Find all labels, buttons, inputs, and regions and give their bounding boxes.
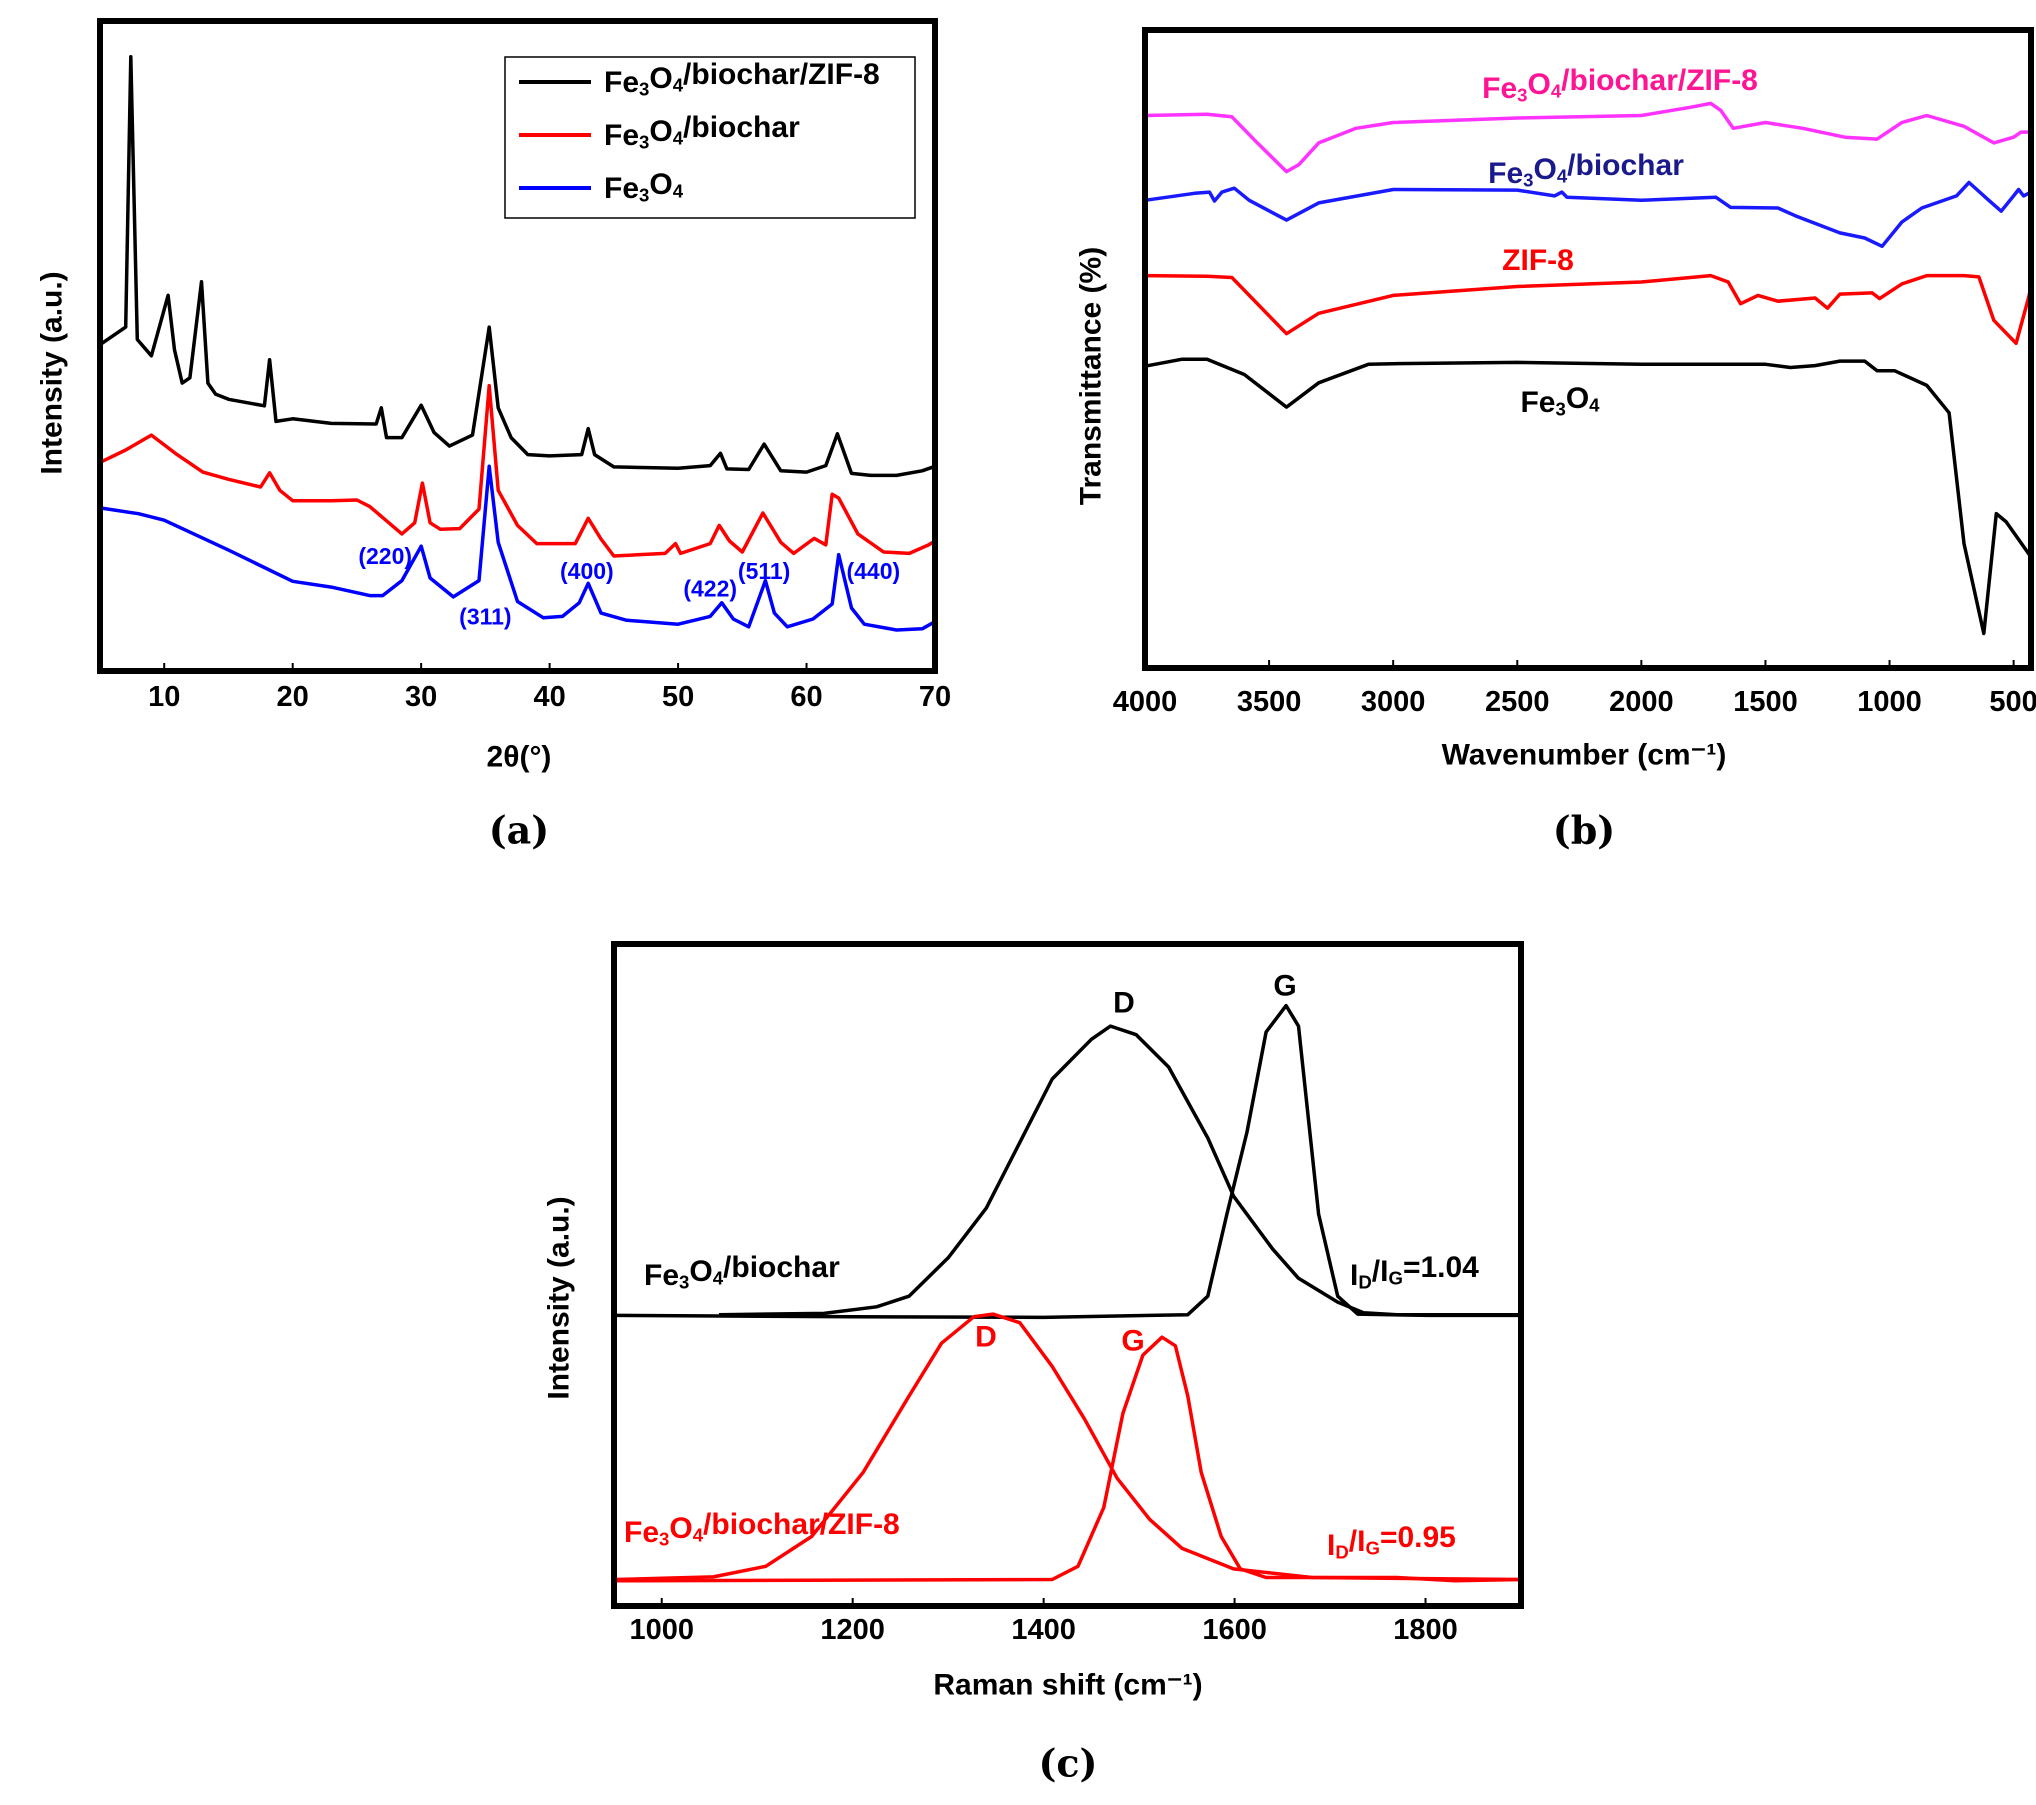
series-line-fe3o4-biochar-d — [718, 1024, 1520, 1317]
raman-black-d-band-label: D — [1113, 987, 1135, 1020]
raman-x-tick-labels: 1000 1200 1400 1600 1800 — [629, 1598, 1458, 1646]
x-tick-label: 30 — [405, 681, 437, 713]
ftir-series-group — [1144, 101, 2033, 636]
ftir-label-fe3o4: Fe3O4 — [1520, 382, 1600, 420]
xrd-plot-frame — [97, 18, 938, 674]
xrd-peak-annotations: (220) (311) (400) (422)(511) (440) — [358, 543, 900, 629]
series-line-zif-8 — [1144, 273, 2033, 346]
panel-c-raman-chart: 1000 1200 1400 1600 1800 D G Fe3O4/biochar I… — [543, 941, 1524, 1786]
peak-annotation: (400) — [560, 558, 614, 584]
series-line-fe3o4 — [99, 464, 936, 632]
x-tick-label: 10 — [148, 681, 180, 713]
xrd-y-axis-title: Intensity (a.u.) — [36, 271, 69, 474]
x-tick-label: 50 — [662, 681, 694, 713]
xrd-legend: Fe3O4/biochar/ZIF-8 Fe3O4/biochar Fe3O4 — [504, 56, 916, 219]
panel-label-a: (a) — [489, 808, 550, 853]
peak-annotation: (422) — [683, 575, 737, 601]
xrd-series-group — [99, 55, 936, 632]
x-tick-label: 40 — [533, 681, 565, 713]
peak-annotation: (311) — [459, 603, 511, 629]
legend-label-fe3o4-biochar: Fe3O4/biochar — [604, 111, 800, 152]
peak-annotation: (511) — [738, 558, 790, 584]
x-tick-label: 1400 — [1011, 1614, 1076, 1646]
legend-label-fe3o4: Fe3O4 — [604, 168, 684, 206]
raman-ratio-fe3o4-biochar: ID/IG=1.04 — [1350, 1251, 1479, 1292]
series-line-fe3o4 — [1144, 357, 2033, 636]
panel-label-b: (b) — [1553, 808, 1616, 853]
x-tick-label: 1800 — [1393, 1614, 1458, 1646]
ftir-x-tick-labels: 4000 3500 3000 2500 2000 1500 1000 500 — [1113, 660, 2036, 718]
raman-black-g-band-label: G — [1273, 970, 1296, 1003]
panel-a-xrd-chart: (220) (311) (400) (422)(511) (440) 10 20 30 40 5… — [36, 18, 951, 853]
x-tick-label: 2000 — [1609, 686, 1674, 718]
ftir-plot-frame — [1142, 27, 2034, 671]
x-tick-label: 20 — [277, 681, 309, 713]
x-tick-label: 1000 — [1857, 686, 1922, 718]
raman-label-fe3o4-biochar: Fe3O4/biochar — [644, 1251, 840, 1292]
xrd-x-tick-labels: 10 20 30 40 50 60 70 — [148, 663, 951, 713]
panel-label-c: (c) — [1038, 1741, 1097, 1786]
peak-annotation: (220) — [358, 543, 412, 569]
ftir-label-fe3o4-biochar: Fe3O4/biochar — [1488, 149, 1684, 190]
raman-x-axis-title: Raman shift (cm⁻¹) — [933, 1669, 1202, 1702]
raman-label-fe3o4-biochar-zif8: Fe3O4/biochar/ZIF-8 — [624, 1508, 900, 1549]
xrd-x-axis-title: 2θ(°) — [487, 741, 552, 774]
x-tick-label: 3000 — [1361, 686, 1426, 718]
raman-red-d-band-label: D — [975, 1321, 997, 1354]
ftir-x-axis-title: Wavenumber (cm⁻¹) — [1442, 739, 1727, 772]
series-line-fe3o4-biochar-zif-8-g — [615, 1335, 1521, 1583]
series-line-fe3o4-biochar-zif-8 — [1144, 101, 2031, 174]
legend-label-fe3o4-biochar-zif8: Fe3O4/biochar/ZIF-8 — [604, 58, 880, 99]
x-tick-label: 4000 — [1113, 686, 1178, 718]
series-line-fe3o4-biochar — [1144, 180, 2032, 249]
x-tick-label: 1600 — [1202, 1614, 1267, 1646]
ftir-label-zif8: ZIF-8 — [1502, 244, 1574, 277]
x-tick-label: 500 — [1989, 686, 2036, 718]
series-line-fe3o4-biochar-g — [614, 1003, 1520, 1320]
raman-ratio-fe3o4-biochar-zif8: ID/IG=0.95 — [1327, 1521, 1456, 1562]
series-line-fe3o4-biochar-zif-8-d — [615, 1312, 1521, 1582]
ftir-y-axis-title: Transmittance (%) — [1075, 247, 1108, 505]
panel-b-ftir-chart: 4000 3500 3000 2500 2000 1500 1000 500 Fe3O4/bi… — [1075, 27, 2036, 853]
ftir-label-fe3o4-biochar-zif8: Fe3O4/biochar/ZIF-8 — [1482, 64, 1758, 105]
x-tick-label: 1500 — [1733, 686, 1798, 718]
x-tick-label: 1000 — [629, 1614, 694, 1646]
raman-series-group — [614, 1003, 1521, 1583]
peak-annotation: (440) — [846, 558, 900, 584]
raman-y-axis-title: Intensity (a.u.) — [543, 1196, 576, 1399]
series-line-fe3o4-biochar-zif-8 — [99, 55, 936, 478]
x-tick-label: 1200 — [820, 1614, 885, 1646]
series-line-fe3o4-biochar — [99, 383, 936, 558]
raman-red-g-band-label: G — [1121, 1325, 1144, 1358]
x-tick-label: 70 — [919, 681, 951, 713]
x-tick-label: 3500 — [1237, 686, 1302, 718]
raman-plot-frame — [611, 941, 1524, 1609]
x-tick-label: 2500 — [1485, 686, 1550, 718]
x-tick-label: 60 — [790, 681, 822, 713]
